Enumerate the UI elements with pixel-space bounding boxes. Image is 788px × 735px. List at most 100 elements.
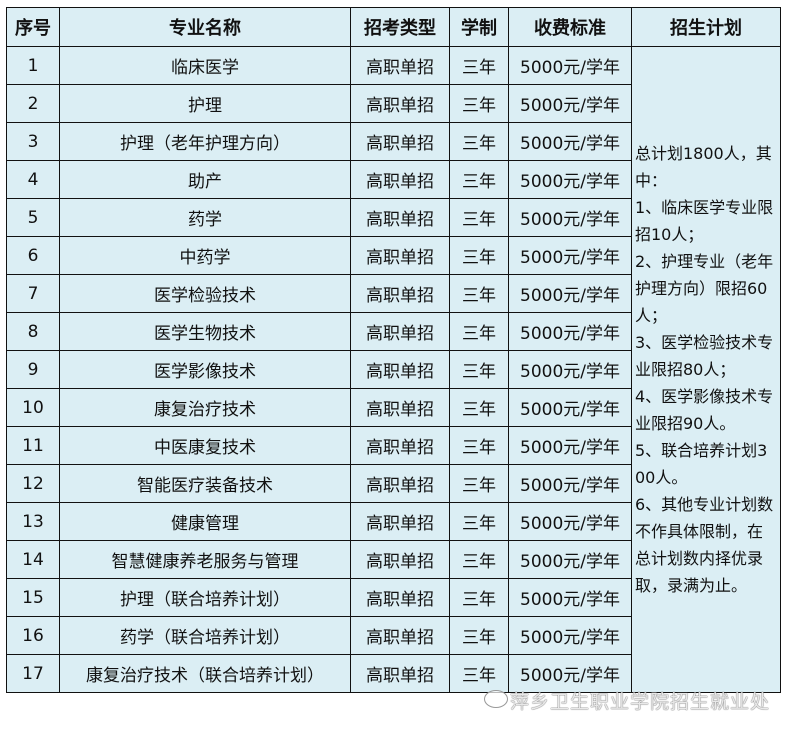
exam-type: 高职单招 xyxy=(350,616,450,655)
major-name: 智能医疗装备技术 xyxy=(59,464,351,503)
tuition: 5000元/学年 xyxy=(508,388,632,427)
exam-type: 高职单招 xyxy=(350,122,450,161)
column-header: 收费标准 xyxy=(508,7,632,47)
major-name: 医学检验技术 xyxy=(59,274,351,313)
exam-type: 高职单招 xyxy=(350,464,450,503)
exam-type: 高职单招 xyxy=(350,312,450,351)
exam-type: 高职单招 xyxy=(350,654,450,693)
major-name: 护理 xyxy=(59,84,351,123)
exam-type: 高职单招 xyxy=(350,198,450,237)
column-header: 学制 xyxy=(449,7,509,47)
tuition: 5000元/学年 xyxy=(508,540,632,579)
exam-type: 高职单招 xyxy=(350,84,450,123)
row-number: 4 xyxy=(6,160,60,199)
tuition: 5000元/学年 xyxy=(508,578,632,617)
duration: 三年 xyxy=(449,464,509,503)
row-number: 1 xyxy=(6,46,60,85)
duration: 三年 xyxy=(449,160,509,199)
major-name: 护理（老年护理方向） xyxy=(59,122,351,161)
duration: 三年 xyxy=(449,84,509,123)
tuition: 5000元/学年 xyxy=(508,122,632,161)
table-row: 5 药学 高职单招 三年 5000元/学年 xyxy=(6,198,781,237)
tuition: 5000元/学年 xyxy=(508,616,632,655)
major-name: 中医康复技术 xyxy=(59,426,351,465)
major-name: 临床医学 xyxy=(59,46,351,85)
exam-type: 高职单招 xyxy=(350,426,450,465)
major-name: 医学影像技术 xyxy=(59,350,351,389)
tuition: 5000元/学年 xyxy=(508,84,632,123)
tuition: 5000元/学年 xyxy=(508,198,632,237)
exam-type: 高职单招 xyxy=(350,502,450,541)
column-header: 招考类型 xyxy=(350,7,450,47)
row-number: 10 xyxy=(6,388,60,427)
table-row: 10 康复治疗技术 高职单招 三年 5000元/学年 xyxy=(6,388,781,427)
watermark: 萍乡卫生职业学院招生就业处 xyxy=(510,691,771,713)
tuition: 5000元/学年 xyxy=(508,160,632,199)
header-row: 序号 专业名称 招考类型 学制 收费标准 招生计划 xyxy=(6,7,781,47)
row-number: 7 xyxy=(6,274,60,313)
major-name: 健康管理 xyxy=(59,502,351,541)
row-number: 3 xyxy=(6,122,60,161)
exam-type: 高职单招 xyxy=(350,540,450,579)
exam-type: 高职单招 xyxy=(350,274,450,313)
table-row: 11 中医康复技术 高职单招 三年 5000元/学年 xyxy=(6,426,781,465)
exam-type: 高职单招 xyxy=(350,350,450,389)
table-row: 14 智慧健康养老服务与管理 高职单招 三年 5000元/学年 xyxy=(6,540,781,579)
tuition: 5000元/学年 xyxy=(508,350,632,389)
duration: 三年 xyxy=(449,388,509,427)
table-row: 3 护理（老年护理方向） 高职单招 三年 5000元/学年 xyxy=(6,122,781,161)
major-name: 康复治疗技术（联合培养计划） xyxy=(59,654,351,693)
table-row: 1 临床医学 高职单招 三年 5000元/学年 总计划1800人，其中： 1、临床医学专业… xyxy=(6,46,781,693)
table-row: 17 康复治疗技术（联合培养计划） 高职单招 三年 5000元/学年 xyxy=(6,654,781,693)
tuition: 5000元/学年 xyxy=(508,236,632,275)
tuition: 5000元/学年 xyxy=(508,312,632,351)
table-row: 13 健康管理 高职单招 三年 5000元/学年 xyxy=(6,502,781,541)
duration: 三年 xyxy=(449,236,509,275)
duration: 三年 xyxy=(449,350,509,389)
row-number: 12 xyxy=(6,464,60,503)
duration: 三年 xyxy=(449,46,509,85)
exam-type: 高职单招 xyxy=(350,160,450,199)
duration: 三年 xyxy=(449,426,509,465)
major-name: 康复治疗技术 xyxy=(59,388,351,427)
major-name: 药学 xyxy=(59,198,351,237)
duration: 三年 xyxy=(449,198,509,237)
tuition: 5000元/学年 xyxy=(508,502,632,541)
table-row: 2 护理 高职单招 三年 5000元/学年 xyxy=(6,84,781,123)
table-row: 6 中药学 高职单招 三年 5000元/学年 xyxy=(6,236,781,275)
tuition: 5000元/学年 xyxy=(508,274,632,313)
row-number: 6 xyxy=(6,236,60,275)
duration: 三年 xyxy=(449,274,509,313)
duration: 三年 xyxy=(449,578,509,617)
row-number: 13 xyxy=(6,502,60,541)
row-number: 5 xyxy=(6,198,60,237)
column-header: 专业名称 xyxy=(59,7,351,47)
column-header: 招生计划 xyxy=(631,7,781,47)
tuition: 5000元/学年 xyxy=(508,464,632,503)
duration: 三年 xyxy=(449,502,509,541)
enrollment-table: 序号 专业名称 招考类型 学制 收费标准 招生计划 1 临床医学 高职单招 三年 5000元/学年… xyxy=(6,7,781,693)
table-row: 16 药学（联合培养计划） 高职单招 三年 5000元/学年 xyxy=(6,616,781,655)
duration: 三年 xyxy=(449,122,509,161)
major-name: 智慧健康养老服务与管理 xyxy=(59,540,351,579)
row-number: 2 xyxy=(6,84,60,123)
major-name: 中药学 xyxy=(59,236,351,275)
wechat-icon xyxy=(484,690,508,708)
major-name: 护理（联合培养计划） xyxy=(59,578,351,617)
major-name: 助产 xyxy=(59,160,351,199)
row-number: 14 xyxy=(6,540,60,579)
tuition: 5000元/学年 xyxy=(508,426,632,465)
duration: 三年 xyxy=(449,312,509,351)
exam-type: 高职单招 xyxy=(350,578,450,617)
row-number: 11 xyxy=(6,426,60,465)
tuition: 5000元/学年 xyxy=(508,654,632,693)
exam-type: 高职单招 xyxy=(350,46,450,85)
table-row: 4 助产 高职单招 三年 5000元/学年 xyxy=(6,160,781,199)
table-row: 7 医学检验技术 高职单招 三年 5000元/学年 xyxy=(6,274,781,313)
duration: 三年 xyxy=(449,616,509,655)
major-name: 医学生物技术 xyxy=(59,312,351,351)
table-row: 9 医学影像技术 高职单招 三年 5000元/学年 xyxy=(6,350,781,389)
table-row: 15 护理（联合培养计划） 高职单招 三年 5000元/学年 xyxy=(6,578,781,617)
major-name: 药学（联合培养计划） xyxy=(59,616,351,655)
row-number: 9 xyxy=(6,350,60,389)
